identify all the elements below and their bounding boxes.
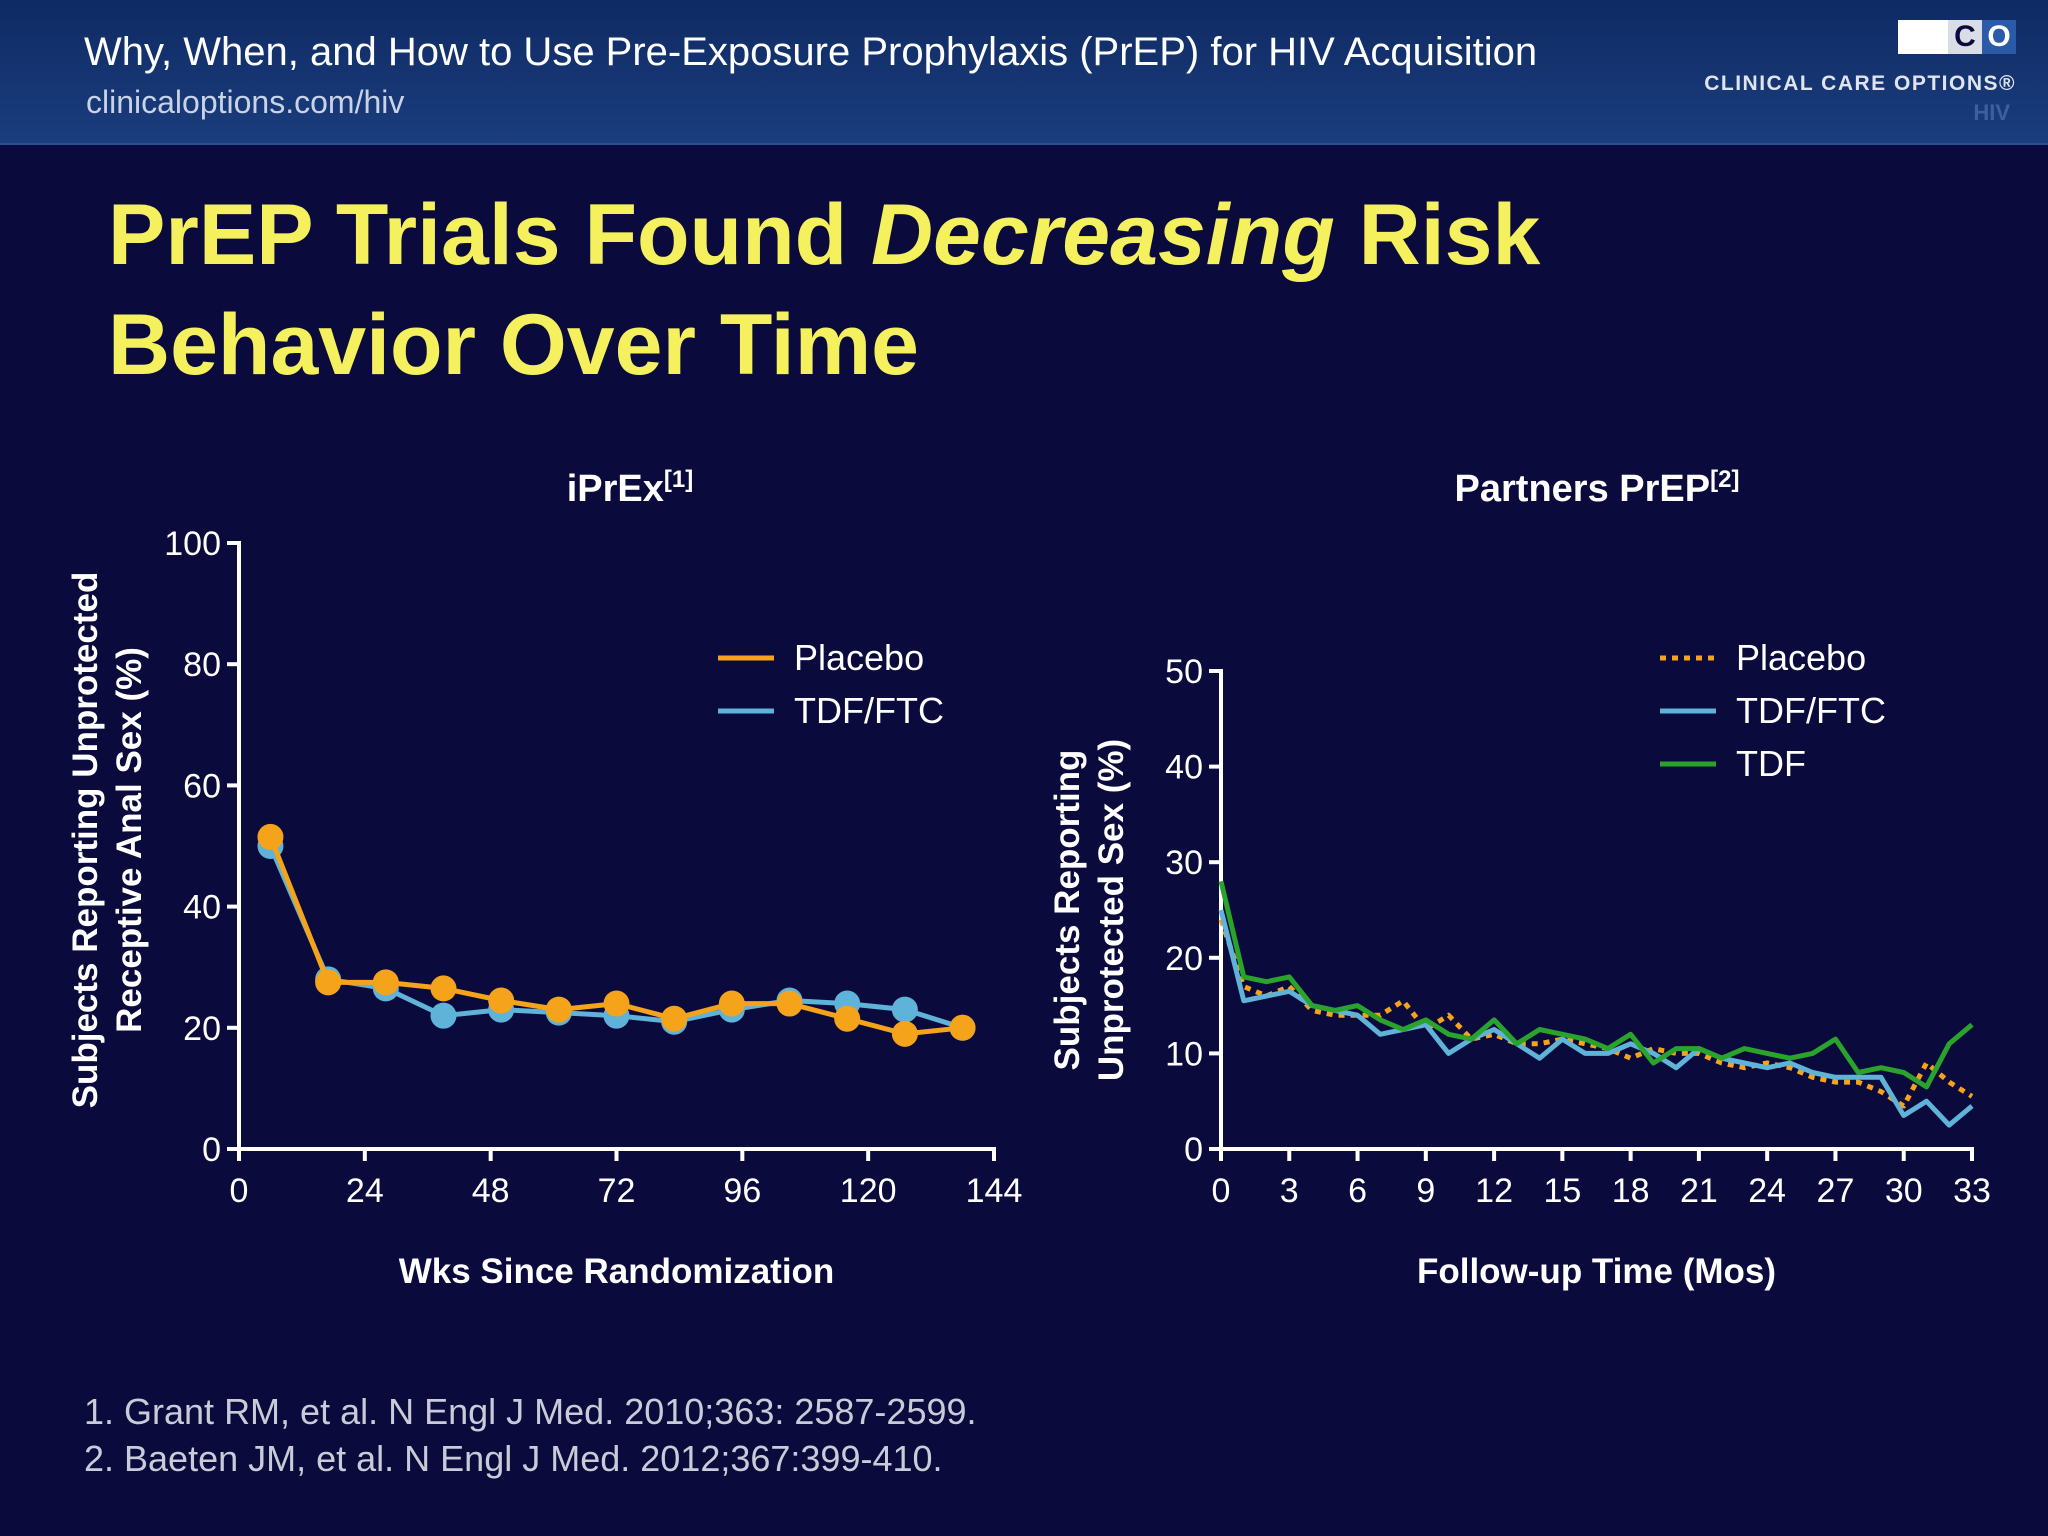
logo-text: CLINICAL CARE OPTIONS® [1704,72,2016,95]
chart-title: iPrEx[1] [567,466,694,510]
data-point-placebo [372,969,399,996]
y-tick-label: 10 [1165,1035,1203,1073]
x-tick-label: 0 [230,1172,249,1210]
x-tick-label: 21 [1680,1172,1718,1210]
x-tick-label: 3 [1280,1172,1299,1210]
logo-box-2: C [1948,20,1982,54]
y-tick-label: 0 [202,1131,221,1169]
y-tick-label: 100 [164,525,221,563]
x-tick-label: 120 [840,1172,897,1210]
x-tick-label: 72 [598,1172,636,1210]
y-tick-label: 60 [183,767,221,805]
legend-label: TDF/FTC [794,690,944,731]
y-tick-label: 30 [1165,844,1203,882]
data-point-placebo [718,990,745,1017]
data-point-placebo [834,1005,861,1032]
chart-title: Partners PrEP[2] [1455,466,1740,510]
data-point-tdf-ftc [430,1002,457,1029]
data-point-placebo [257,823,284,850]
cco-logo: C C O CLINICAL CARE OPTIONS® HIV [1704,20,2016,130]
x-tick-label: 12 [1475,1172,1513,1210]
y-tick-label: 40 [183,889,221,927]
series-line-placebo [1218,918,1974,1109]
x-tick-label: 15 [1543,1172,1581,1210]
x-tick-label: 9 [1416,1172,1435,1210]
x-tick-label: 27 [1817,1172,1855,1210]
x-axis-label: Wks Since Randomization [399,1252,835,1291]
series-line-tdf-ftc [1218,909,1974,1128]
data-point-placebo [315,969,342,996]
chart-title-ref: [1] [664,466,693,493]
data-point-placebo [661,1005,688,1032]
x-tick-label: 144 [966,1172,1023,1210]
logo-box-1: C [1898,20,1948,54]
header-title: Why, When, and How to Use Pre-Exposure P… [84,30,1538,74]
y-axis-label-line: Subjects Reporting [1048,750,1087,1071]
legend-label: TDF/FTC [1736,690,1886,731]
data-point-tdf-ftc [891,996,918,1023]
legend-label: Placebo [1736,637,1866,678]
x-tick-label: 33 [1953,1172,1991,1210]
x-tick-label: 6 [1348,1172,1367,1210]
data-point-placebo [430,975,457,1002]
data-point-placebo [776,990,803,1017]
title-part-1: PrEP Trials Found [108,187,872,283]
title-italic: Decreasing [871,187,1335,283]
x-tick-label: 24 [346,1172,384,1210]
data-point-placebo [949,1014,976,1041]
data-point-placebo [545,996,572,1023]
footnote-1: 1. Grant RM, et al. N Engl J Med. 2010;3… [84,1391,977,1432]
slide-title: PrEP Trials Found Decreasing Risk Behavi… [108,180,1808,400]
data-point-placebo [891,1020,918,1047]
x-tick-label: 30 [1885,1172,1923,1210]
legend-label: Placebo [794,637,924,678]
header-url[interactable]: clinicaloptions.com/hiv [86,84,405,120]
data-point-placebo [603,990,630,1017]
x-tick-label: 24 [1748,1172,1786,1210]
chart-title-ref: [2] [1710,466,1739,493]
x-tick-label: 96 [723,1172,761,1210]
y-tick-label: 50 [1165,653,1203,691]
logo-box-3: O [1982,20,2016,54]
footnote-2: 2. Baeten JM, et al. N Engl J Med. 2012;… [84,1438,943,1479]
y-tick-label: 0 [1184,1131,1203,1169]
x-tick-label: 48 [472,1172,510,1210]
partners-prep-chart: Partners PrEP[2] 0 10 20 30 40 50 0 3 6 9 12 15 18 21 2… [1048,466,1991,1291]
y-axis-label-line: Subjects Reporting Unprotected [66,572,105,1109]
chart-title-text: Partners PrEP [1455,468,1711,510]
y-tick-label: 40 [1165,749,1203,787]
logo-letters: C C O [1898,20,2016,54]
y-tick-label: 20 [183,1010,221,1048]
header-bar: Why, When, and How to Use Pre-Exposure P… [0,0,2048,145]
y-tick-label: 80 [183,646,221,684]
chart-title-text: iPrEx [567,468,664,510]
legend-label: TDF [1736,743,1806,784]
series-line-tdf [1218,880,1974,1090]
y-axis-label-line: Unprotected Sex (%) [1092,739,1131,1081]
data-point-placebo [488,987,515,1014]
logo-sub: HIV [1973,100,2010,125]
x-axis-label: Follow-up Time (Mos) [1417,1252,1776,1291]
footnotes: 1. Grant RM, et al. N Engl J Med. 2010;3… [84,1388,977,1482]
y-axis-label-line: Receptive Anal Sex (%) [110,647,149,1033]
x-tick-label: 18 [1612,1172,1650,1210]
iprex-chart: iPrEx[1] 0 20 40 60 80 100 0 24 48 72 96 120 144 Wks S… [66,466,1023,1291]
x-tick-label: 0 [1212,1172,1231,1210]
title-part-2: Risk Behavior Over Time [108,187,1541,393]
y-tick-label: 20 [1165,940,1203,978]
